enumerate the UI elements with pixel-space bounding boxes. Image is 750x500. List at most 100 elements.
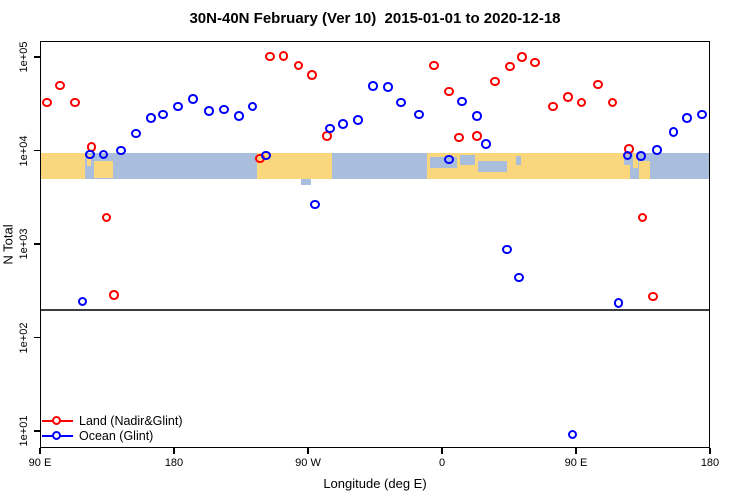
data-point-ocean [567,429,578,440]
data-point-ocean [85,149,95,160]
y-axis-tick-label: 1e+05 [18,41,30,73]
data-point-ocean [682,113,692,123]
x-axis-tick [173,448,175,454]
legend-item-label: Ocean (Glint) [79,429,154,443]
data-point-ocean [396,97,406,108]
data-point-ocean [324,123,335,134]
data-point-ocean [116,145,127,156]
map-strip-land-detail [93,161,113,179]
x-axis-tick-label: 0 [438,457,446,469]
data-point-ocean [310,199,320,210]
data-point-land [265,51,275,62]
data-point-ocean [472,111,482,121]
x-axis-tick-label: 180 [700,457,720,469]
legend-marker-icon [51,430,62,441]
y-axis-tick [34,243,40,245]
map-strip-land-detail [623,165,631,180]
data-point-land [576,97,587,108]
data-point-land [592,79,603,90]
map-strip-land-detail [86,154,92,167]
map-strip-ocean-segment [85,153,258,180]
legend-item-label: Land (Nadir&Glint) [79,414,183,428]
data-point-ocean [98,149,109,160]
x-axis-tick-label: 90 E [28,457,52,469]
reference-line [40,309,710,311]
y-axis-tick-label: 1e+02 [18,322,30,353]
data-point-land [517,52,527,62]
data-point-ocean [219,104,229,115]
data-point-land [472,131,482,142]
data-point-ocean [414,109,424,120]
data-point-land [70,97,80,108]
data-point-ocean [247,101,258,112]
data-point-ocean [173,101,183,112]
data-point-land [607,97,618,108]
y-axis-tick [34,56,40,58]
data-point-land [278,51,289,61]
data-point-ocean [383,82,393,92]
map-strip-ocean-segment [331,153,428,180]
data-point-land [429,60,439,71]
x-axis-tick [39,448,41,454]
data-point-ocean [457,96,468,107]
data-point-ocean [368,81,378,91]
data-point-ocean [697,109,707,120]
data-point-land [109,290,119,300]
plot-frame [40,41,710,448]
map-strip-ocean-detail [477,160,508,173]
data-point-land [530,57,540,68]
data-point-ocean [77,296,88,307]
x-axis-tick-label: 90 W [295,457,321,469]
data-point-land [55,80,66,91]
x-axis-tick-label: 180 [164,457,184,469]
data-point-ocean [146,113,156,123]
data-point-ocean [338,119,348,129]
data-point-ocean [131,128,141,139]
x-axis-label: Longitude (deg E) [323,476,427,491]
data-point-ocean [260,150,271,161]
data-point-ocean [652,145,663,155]
data-point-ocean [444,154,454,165]
data-point-ocean [158,109,168,120]
map-strip-ocean-detail [459,154,475,166]
chart-title: 30N-40N February (Ver 10) 2015-01-01 to … [189,10,561,27]
data-point-ocean [668,127,679,137]
data-point-ocean [204,106,214,116]
data-point-land [42,97,52,108]
data-point-ocean [353,114,363,125]
map-strip-land-detail [632,153,638,168]
data-point-land [307,70,317,80]
data-point-ocean [481,139,491,150]
map-strip-ocean-detail [430,156,457,168]
data-point-land [293,60,304,71]
y-axis-tick [34,336,40,339]
x-axis-tick-label: 90 E [564,457,588,469]
data-point-ocean [502,244,512,255]
map-strip-land-detail [639,161,651,180]
map-strip-land-segment [40,153,86,180]
data-point-land [490,76,500,87]
data-point-land [101,212,112,223]
data-point-land [637,212,648,223]
data-point-land [563,91,573,102]
y-axis-tick [34,149,40,152]
y-axis-tick-label: 1e+04 [18,135,30,166]
data-point-ocean [622,150,633,161]
data-point-land [444,86,454,97]
data-point-ocean [636,151,646,161]
data-point-land [454,132,465,143]
x-axis-tick [441,448,443,454]
y-axis-tick [34,430,40,432]
y-axis-label: N Total [0,224,16,265]
map-strip-ocean-detail [300,179,311,186]
x-axis-tick [307,448,309,454]
x-axis-tick [575,448,577,454]
data-point-land [548,101,558,112]
data-point-land [648,291,658,302]
x-axis-tick [709,448,711,454]
data-point-ocean [514,272,524,283]
data-point-ocean [613,298,624,308]
legend-marker-icon [51,415,62,426]
data-point-land [505,61,515,72]
